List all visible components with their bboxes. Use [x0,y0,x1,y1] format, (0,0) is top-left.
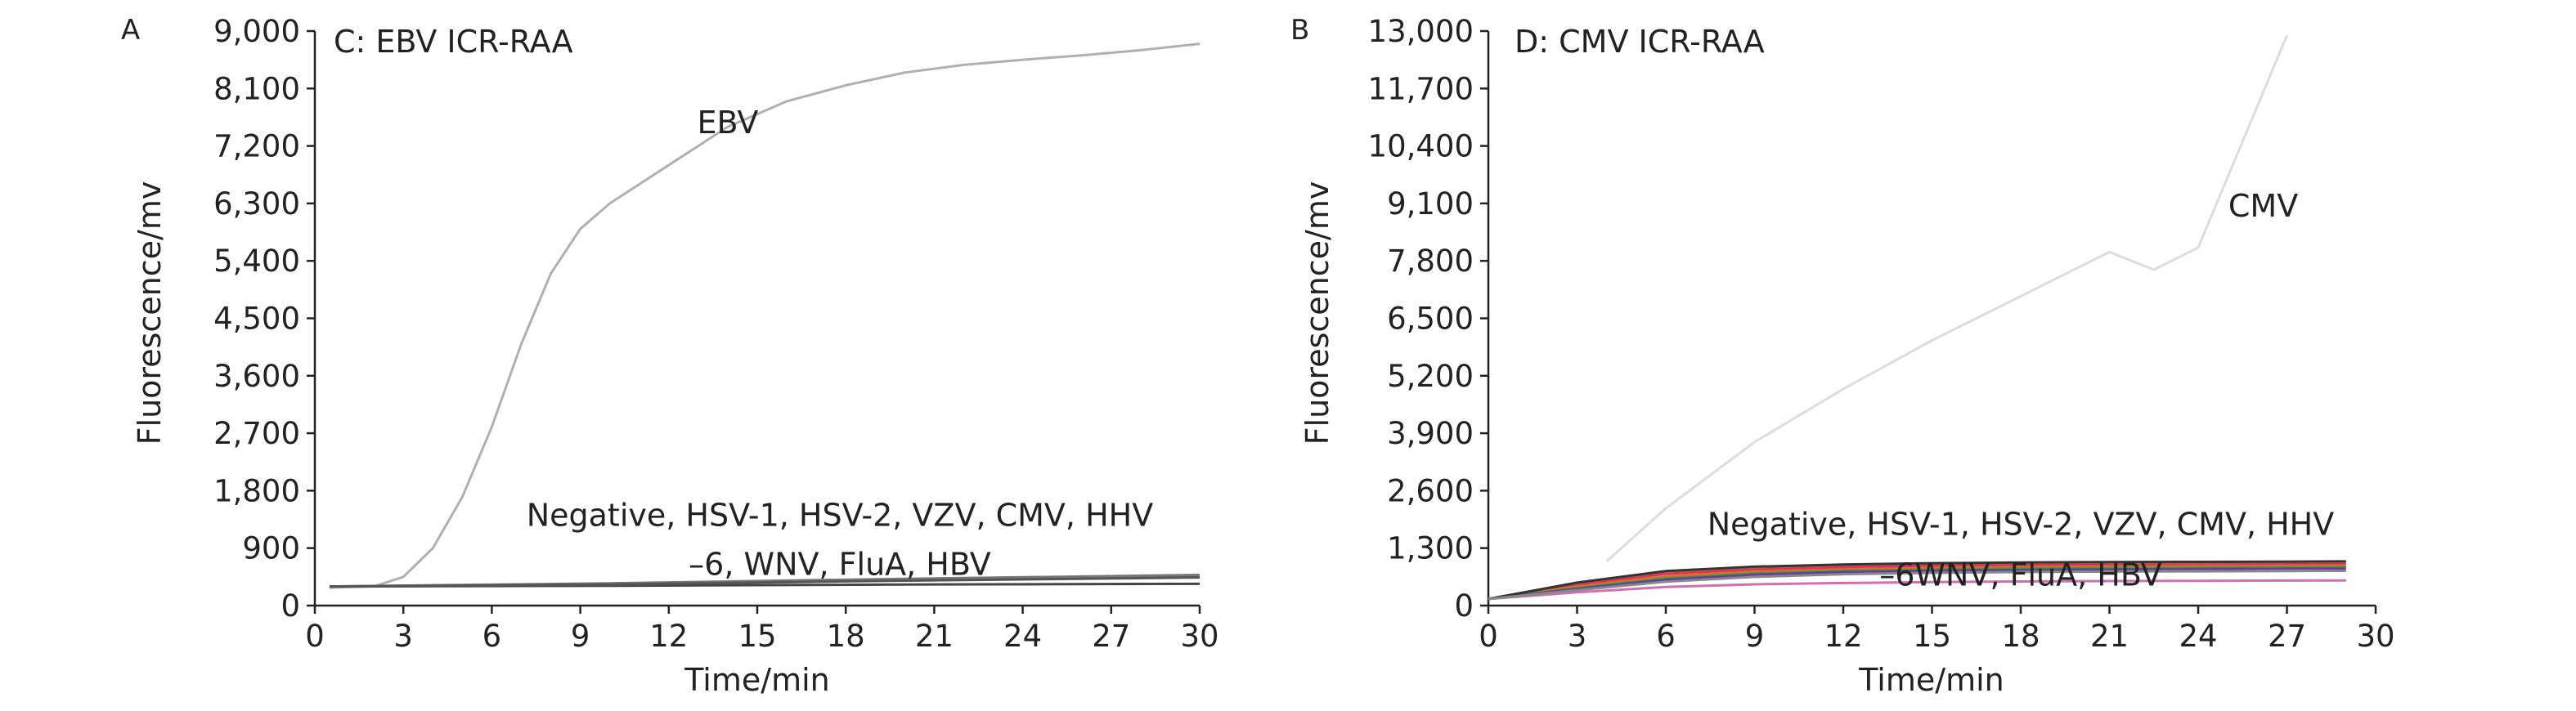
panel-b-y-tick-label: 1,300 [1387,531,1474,566]
panel-a-y-tick-label: 0 [280,588,300,624]
panel-b-y-tick-label: 6,500 [1387,302,1474,337]
panel-b-annotation: –6WNV, FluA, HBV [1879,557,2161,593]
panel-a-x-tick-label: 21 [915,619,954,654]
panel-a-y-tick-label: 2,700 [213,416,300,451]
panel-b-x-tick-label: 18 [2001,619,2040,654]
panel-a-x-tick-label: 12 [649,619,688,654]
panel-b: B D: CMV ICR-RAA Time/min Fluorescence/m… [1290,14,2395,698]
panel-b-x-tick-label: 27 [2268,619,2306,654]
panel-a-x-tick-label: 0 [305,619,325,654]
panel-b-series-flua [1488,579,2346,601]
panel-b-y-tick-label: 2,600 [1387,473,1474,508]
panel-a-annotation: Negative, HSV-1, HSV-2, VZV, CMV, HHV [527,497,1154,533]
panel-b-y-tick-label: 9,100 [1387,186,1474,221]
panel-a-x-tick-label: 15 [738,619,776,654]
panel-b-series-hsv-1 [1488,562,2346,601]
panel-b-x-tick-label: 6 [1656,619,1676,654]
panel-a-y-tick-label: 4,500 [213,302,300,337]
panel-a-ylabel: Fluorescence/mv [132,181,168,445]
panel-a-xlabel: Time/min [684,662,829,698]
panel-b-y-tick-label: 5,200 [1387,359,1474,394]
panel-a-plot: 0 900 1,800 2,700 3,600 4,500 5,400 6,300 7,200 8… [213,14,1218,654]
panel-b-xlabel: Time/min [1858,662,2004,698]
panel-b-x-tick-label: 24 [2179,619,2217,654]
panel-b-series-hhv-6 [1488,567,2346,601]
panel-b-x-tick-label: 15 [1913,619,1951,654]
panel-b-y-tick-label: 13,000 [1368,14,1474,49]
panel-b-series-cmv [1605,34,2288,563]
panel-b-y-tick-label: 10,400 [1368,129,1474,164]
panel-a-y-tick-label: 8,100 [213,71,300,106]
panel-a-x-tick-label: 6 [482,619,502,654]
panel-b-y-tick-label: 3,900 [1387,416,1474,451]
panel-a-y-tick-label: 9,000 [213,14,300,49]
panel-b-x-tick-label: 9 [1745,619,1765,654]
panel-a-y-tick-label: 1,800 [213,473,300,508]
panel-a-y-tick-label: 7,200 [213,129,300,164]
panel-b-x-tick-label: 21 [2090,619,2129,654]
panel-b-series-wnv [1488,560,2346,601]
panel-b-plot: 0 1,300 2,600 3,900 5,200 6,500 7,800 9,100 10,4… [1368,14,2395,654]
panel-b-series-hbv [1488,570,2346,601]
panel-a-annotation: EBV [697,105,758,141]
panel-b-letter: B [1290,14,1309,47]
panel-a-letter: A [121,14,140,47]
panel-a-series-ebv [329,42,1200,589]
panel-a-x-tick-label: 9 [571,619,590,654]
panel-b-x-tick-label: 30 [2356,619,2394,654]
panel-b-y-tick-label: 0 [1454,588,1474,624]
panel-a-x-tick-label: 24 [1003,619,1042,654]
panel-b-series-hsv-2 [1488,564,2346,601]
panel-b-annotation: Negative, HSV-1, HSV-2, VZV, CMV, HHV [1708,506,2335,542]
panel-a-y-tick-label: 6,300 [213,186,300,221]
panel-a-title: C: EBV ICR-RAA [334,24,573,60]
panel-b-x-tick-label: 0 [1479,619,1498,654]
panel-b-y-tick-label: 7,800 [1387,244,1474,279]
panel-b-annotation: CMV [2228,188,2298,224]
panel-b-x-tick-label: 3 [1568,619,1587,654]
panel-a-y-tick-label: 5,400 [213,244,300,279]
panel-a: A C: EBV ICR-RAA Time/min Fluorescence/m… [121,14,1219,698]
panel-a-x-tick-label: 3 [393,619,413,654]
panel-b-x-tick-label: 12 [1824,619,1862,654]
panel-a-series-vzv [329,576,1200,588]
panel-a-x-tick-label: 27 [1092,619,1130,654]
panel-a-x-tick-label: 30 [1180,619,1218,654]
panel-a-y-tick-label: 900 [242,531,300,566]
panel-a-y-tick-label: 3,600 [213,359,300,394]
panel-b-ylabel: Fluorescence/mv [1299,181,1335,445]
panel-b-title: D: CMV ICR-RAA [1515,24,1765,60]
panel-a-x-tick-label: 18 [827,619,865,654]
panel-a-annotation: –6, WNV, FluA, HBV [689,547,991,583]
panel-b-y-tick-label: 11,700 [1368,71,1474,106]
